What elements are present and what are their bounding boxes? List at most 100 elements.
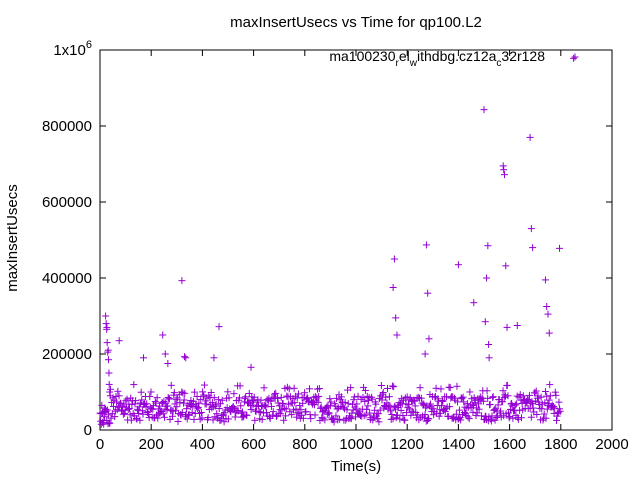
scatter-point — [326, 395, 334, 403]
scatter-point — [336, 415, 344, 423]
scatter-point — [509, 414, 517, 422]
scatter-point — [414, 393, 422, 401]
scatter-point — [263, 396, 271, 404]
scatter-point — [526, 133, 534, 141]
scatter-point — [527, 413, 535, 421]
x-tick-label: 200 — [139, 436, 164, 453]
scatter-point — [404, 401, 412, 409]
scatter-point — [460, 398, 468, 406]
scatter-point — [458, 395, 466, 403]
scatter-point — [258, 416, 266, 424]
scatter-point — [208, 399, 216, 407]
scatter-point — [379, 390, 387, 398]
scatter-point — [362, 411, 370, 419]
scatter-point — [110, 402, 118, 410]
scatter-point — [504, 392, 512, 400]
scatter-point — [503, 381, 511, 389]
scatter-point — [114, 403, 122, 411]
scatter-point — [374, 415, 382, 423]
legend-marker — [571, 53, 579, 61]
scatter-point — [250, 396, 258, 404]
scatter-point — [215, 405, 223, 413]
scatter-point — [549, 402, 557, 410]
scatter-point — [164, 360, 172, 367]
scatter-point — [107, 414, 115, 422]
scatter-point — [272, 389, 280, 397]
scatter-point — [243, 411, 251, 419]
scatter-point — [508, 402, 516, 410]
scatter-point — [147, 388, 155, 396]
scatter-point — [339, 403, 347, 411]
scatter-point — [540, 410, 548, 418]
scatter-point — [274, 394, 282, 402]
scatter-point — [290, 384, 298, 392]
scatter-point — [102, 312, 110, 320]
scatter-point — [103, 323, 111, 331]
scatter-point — [514, 415, 522, 423]
scatter-point — [385, 393, 393, 401]
scatter-point — [333, 394, 341, 402]
scatter-point — [342, 416, 350, 424]
legend-part: el — [399, 48, 410, 64]
scatter-point — [344, 400, 352, 408]
scatter-point — [159, 331, 167, 339]
scatter-point — [263, 409, 271, 417]
scatter-point — [140, 354, 148, 362]
scatter-point — [465, 415, 473, 423]
scatter-point — [215, 323, 223, 331]
scatter-point — [204, 414, 212, 422]
scatter-point — [378, 396, 386, 404]
scatter-point — [154, 414, 162, 422]
scatter-point — [185, 410, 193, 418]
scatter-point — [474, 400, 482, 408]
scatter-point — [421, 411, 429, 419]
scatter-point — [227, 408, 235, 416]
scatter-point — [403, 409, 411, 417]
scatter-point — [217, 416, 225, 424]
scatter-point — [133, 415, 141, 423]
scatter-point — [270, 390, 278, 398]
scatter-point — [119, 410, 127, 418]
scatter-point — [181, 389, 189, 397]
scatter-point — [260, 384, 268, 392]
scatter-point — [218, 396, 226, 404]
scatter-point — [516, 391, 524, 399]
scatter-point — [517, 414, 525, 422]
scatter-point — [375, 418, 383, 426]
scatter-point — [463, 400, 471, 408]
scatter-point — [269, 411, 277, 419]
scatter-point — [301, 389, 309, 397]
scatter-point — [427, 403, 435, 411]
scatter-point — [570, 54, 578, 62]
scatter-point — [198, 414, 206, 422]
scatter-point — [391, 402, 399, 410]
scatter-point — [483, 387, 491, 395]
scatter-point — [167, 381, 175, 389]
scatter-point — [533, 411, 541, 419]
scatter-point — [350, 393, 358, 401]
scatter-point — [416, 384, 424, 392]
scatter-point — [352, 405, 360, 413]
scatter-point — [534, 392, 542, 400]
scatter-point — [303, 394, 311, 402]
scatter-point — [131, 400, 139, 408]
scatter-point — [313, 385, 321, 393]
scatter-point — [513, 392, 521, 400]
scatter-point — [457, 416, 465, 424]
scatter-point — [105, 419, 113, 427]
x-axis-title: Time(s) — [331, 458, 381, 475]
scatter-point — [299, 399, 307, 407]
scatter-point — [130, 381, 138, 389]
scatter-point — [104, 346, 112, 354]
scatter-point — [251, 416, 259, 424]
legend-subscript: c — [496, 58, 501, 69]
scatter-point — [101, 413, 109, 421]
scatter-point — [178, 277, 186, 285]
scatter-point — [292, 405, 300, 413]
scatter-point — [143, 409, 151, 417]
scatter-point — [399, 411, 407, 419]
scatter-point — [388, 382, 396, 390]
y-tick-label: 200000 — [42, 346, 92, 363]
scatter-point — [230, 390, 238, 398]
scatter-point — [188, 409, 196, 417]
